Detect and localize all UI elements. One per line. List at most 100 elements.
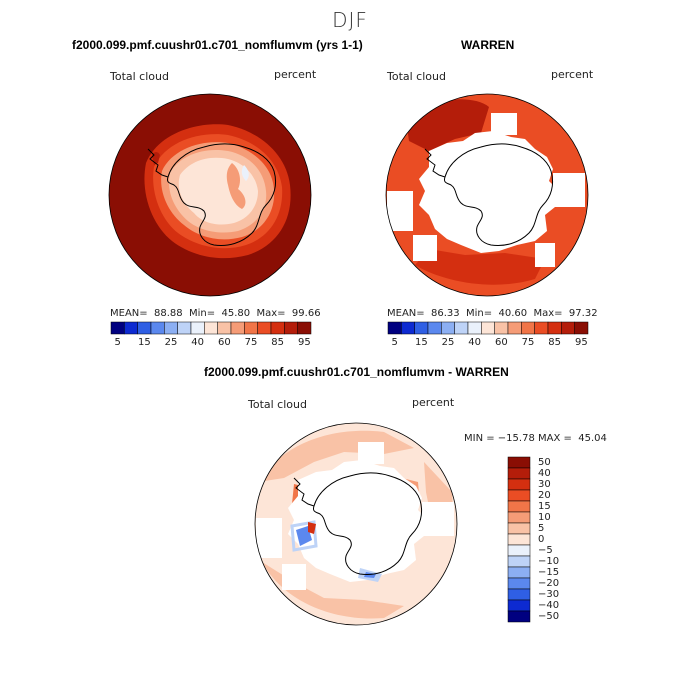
panel-3-field-label: Total cloud — [248, 398, 307, 411]
colorbar-swatch — [217, 321, 232, 335]
panel-1-colorbar — [110, 321, 312, 335]
colorbar-swatch — [297, 321, 312, 335]
colorbar-swatch — [467, 321, 482, 335]
panel-1-stats: MEAN= 88.88 Min= 45.80 Max= 99.66 — [110, 308, 321, 319]
colorbar-swatch — [454, 321, 469, 335]
panel-2-min-value: 40.60 — [498, 308, 528, 319]
colorbar-swatch — [150, 321, 165, 335]
colorbar-tick-label: 40 — [468, 337, 482, 348]
panel-1-field-label: Total cloud — [110, 70, 169, 83]
panel-1-map — [108, 93, 312, 297]
colorbar-tick-label: 40 — [191, 337, 205, 348]
panel-3-coastline — [313, 472, 423, 575]
panel-2-ice-region — [419, 131, 557, 253]
colorbar-swatch — [574, 321, 589, 335]
colorbar-tick-label: −50 — [538, 610, 560, 622]
colorbar-swatch — [270, 321, 285, 335]
colorbar-tick-label: −5 — [538, 544, 553, 556]
panel-2-field-label: Total cloud — [387, 70, 446, 83]
colorbar-swatch — [507, 467, 531, 480]
colorbar-swatch — [507, 478, 531, 491]
colorbar-tick-label: 5 — [538, 522, 545, 534]
colorbar-tick-label: 95 — [574, 337, 588, 348]
colorbar-tick-label: 10 — [538, 511, 551, 523]
colorbar-swatch — [507, 456, 531, 469]
panel-2-map — [385, 93, 589, 297]
colorbar-swatch — [507, 599, 531, 612]
colorbar-tick-label: 85 — [271, 337, 285, 348]
panel-1-min-label: Min= — [189, 308, 216, 319]
panel-3-title: f2000.099.pmf.cuushr01.c701_nomflumvm - … — [204, 365, 509, 379]
colorbar-swatch — [137, 321, 152, 335]
panel-1-mean-value: 88.88 — [154, 308, 183, 319]
panel-3-ice-region — [288, 460, 426, 582]
panel-1-max-label: Max= — [256, 308, 286, 319]
colorbar-tick-label: 50 — [538, 456, 551, 468]
colorbar-tick-label: 85 — [548, 337, 562, 348]
colorbar-swatch — [507, 566, 531, 579]
colorbar-swatch — [561, 321, 575, 335]
colorbar-swatch — [230, 321, 245, 335]
colorbar-swatch — [110, 321, 125, 335]
panel-2-mean-label: MEAN= — [387, 308, 425, 319]
panel-3-stats: MIN = −15.78 MAX = 45.04 — [464, 433, 607, 444]
colorbar-tick-label: 75 — [521, 337, 535, 348]
panel-2-title: WARREN — [461, 38, 515, 52]
panel-2-colorbar — [387, 321, 589, 335]
colorbar-tick-label: 40 — [538, 467, 551, 479]
colorbar-swatch — [124, 321, 138, 335]
colorbar-swatch — [507, 489, 531, 502]
colorbar-tick-label: −10 — [538, 555, 560, 567]
colorbar-swatch — [507, 533, 531, 546]
colorbar-swatch — [507, 522, 531, 535]
colorbar-tick-label: 60 — [494, 337, 508, 348]
colorbar-swatch — [164, 321, 178, 335]
panel-2-coastline — [444, 143, 554, 246]
colorbar-swatch — [521, 321, 535, 335]
colorbar-tick-label: −20 — [538, 577, 560, 589]
colorbar-swatch — [507, 500, 531, 513]
colorbar-swatch — [414, 321, 429, 335]
season-title: DJF — [332, 8, 368, 32]
colorbar-tick-label: 5 — [114, 337, 121, 348]
panel-2-mean-value: 86.33 — [431, 308, 460, 319]
colorbar-tick-label: −15 — [538, 566, 560, 578]
colorbar-swatch — [190, 321, 205, 335]
colorbar-tick-label: 5 — [391, 337, 398, 348]
colorbar-tick-label: 20 — [538, 489, 551, 501]
colorbar-swatch — [427, 321, 442, 335]
panel-3-colorbar — [507, 456, 531, 623]
colorbar-swatch — [481, 321, 495, 335]
colorbar-swatch — [547, 321, 562, 335]
colorbar-swatch — [204, 321, 218, 335]
panel-1-max-value: 99.66 — [291, 308, 321, 319]
colorbar-tick-label: 95 — [297, 337, 311, 348]
colorbar-tick-label: 0 — [538, 533, 545, 545]
colorbar-tick-label: −30 — [538, 588, 560, 600]
colorbar-swatch — [284, 321, 298, 335]
colorbar-swatch — [441, 321, 455, 335]
colorbar-swatch — [177, 321, 192, 335]
colorbar-swatch — [534, 321, 549, 335]
colorbar-tick-label: 25 — [441, 337, 455, 348]
colorbar-tick-label: 15 — [538, 500, 551, 512]
colorbar-tick-label: 30 — [538, 478, 551, 490]
panel-2-min-label: Min= — [466, 308, 493, 319]
colorbar-swatch — [257, 321, 272, 335]
colorbar-swatch — [494, 321, 509, 335]
panel-2-max-value: 97.32 — [568, 308, 598, 319]
panel-2-units-label: percent — [551, 68, 594, 81]
colorbar-tick-label: −40 — [538, 599, 560, 611]
panel-1-mean-label: MEAN= — [110, 308, 148, 319]
colorbar-swatch — [387, 321, 402, 335]
panel-1-coastline — [167, 143, 277, 246]
panel-2-max-label: Max= — [533, 308, 563, 319]
panel-1-title: f2000.099.pmf.cuushr01.c701_nomflumvm (y… — [72, 38, 363, 52]
panel-3-map — [254, 422, 458, 626]
panel-2-stats: MEAN= 86.33 Min= 40.60 Max= 97.32 — [387, 308, 598, 319]
panel-1-min-value: 45.80 — [221, 308, 251, 319]
colorbar-swatch — [507, 577, 531, 590]
colorbar-swatch — [401, 321, 415, 335]
colorbar-swatch — [507, 544, 531, 557]
colorbar-swatch — [507, 511, 531, 524]
